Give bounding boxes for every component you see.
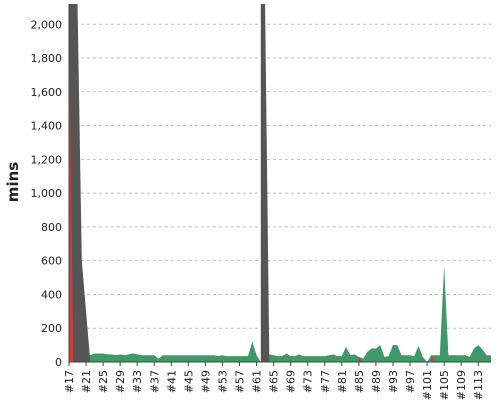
- y-tick-label: 1,400: [31, 120, 63, 133]
- x-tick-label: #85: [353, 370, 366, 393]
- y-axis-title: mins: [4, 162, 22, 202]
- x-tick-label: #73: [302, 370, 315, 393]
- y-tick-label: 1,600: [31, 86, 63, 99]
- x-tick-label: #17: [63, 370, 76, 393]
- y-tick-label: 0: [55, 356, 62, 369]
- x-tick-label: #57: [234, 370, 247, 393]
- y-tick-label: 1,200: [31, 153, 63, 166]
- x-tick-label: #77: [319, 370, 332, 393]
- y-tick-label: 400: [41, 288, 62, 301]
- x-tick-label: #25: [97, 370, 110, 393]
- x-tick-label: #53: [216, 370, 229, 393]
- gridlines: [69, 23, 491, 329]
- x-tick-label: #33: [131, 370, 144, 393]
- x-tick-label: #65: [268, 370, 281, 393]
- x-tick-labels: #17 #21 #25 #29 #33 #37 #41 #45 #49 #53 #57 #61 #65 #…: [63, 370, 485, 400]
- x-tick-label: #109: [455, 370, 468, 400]
- y-tick-label: 200: [41, 322, 62, 335]
- series-area-failure: [358, 356, 364, 362]
- series-areas: [69, 4, 491, 362]
- series-area-failure: [69, 4, 74, 362]
- axes: [68, 4, 491, 366]
- x-tick-label: #37: [148, 370, 161, 393]
- x-tick-label: #61: [251, 370, 264, 393]
- x-tick-label: #105: [438, 370, 451, 400]
- x-tick-label: #101: [421, 370, 434, 400]
- y-tick-label: 800: [41, 221, 62, 234]
- y-tick-label: 1,800: [31, 52, 63, 65]
- series-area-unstable: [260, 4, 270, 362]
- x-tick-label: #93: [387, 370, 400, 393]
- x-tick-label: #89: [370, 370, 383, 393]
- y-tick-label: 2,000: [31, 18, 63, 31]
- y-tick-label: 1,000: [31, 187, 63, 200]
- y-tick-labels: 0 200 400 600 800 1,000 1,200 1,400 1,600 1,800 2,…: [31, 18, 63, 369]
- x-tick-label: #45: [182, 370, 195, 393]
- series-area-success: [69, 265, 491, 362]
- series-area-unstable: [69, 4, 91, 362]
- series-area-failure: [431, 355, 436, 362]
- x-tick-label: #29: [114, 370, 127, 393]
- x-tick-label: #41: [165, 370, 178, 393]
- y-tick-label: 600: [41, 255, 62, 268]
- x-tick-label: #81: [336, 370, 349, 393]
- x-tick-label: #49: [199, 370, 212, 393]
- x-tick-label: #69: [285, 370, 298, 393]
- x-tick-label: #113: [472, 370, 485, 400]
- x-tick-label: #97: [404, 370, 417, 393]
- x-tick-label: #21: [80, 370, 93, 393]
